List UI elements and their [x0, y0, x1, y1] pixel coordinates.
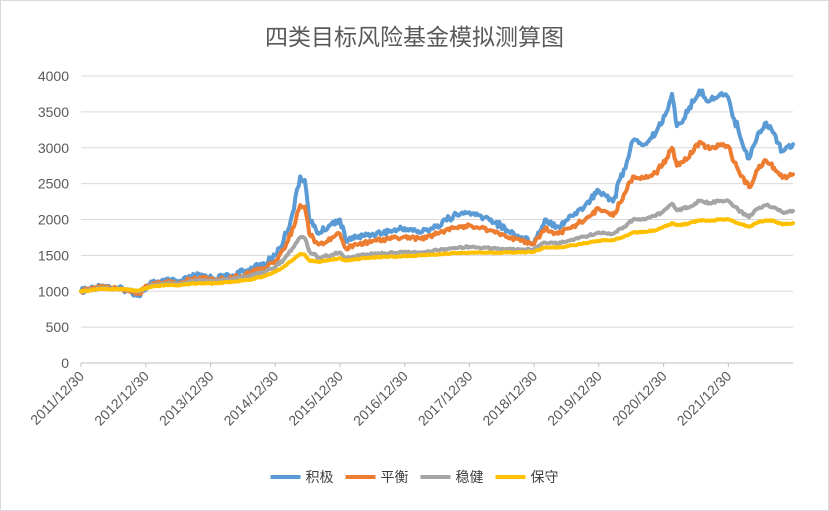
- x-tick-label: 2017/12/30: [415, 368, 476, 429]
- y-tick-label: 500: [46, 319, 70, 335]
- y-tick-label: 3000: [38, 140, 69, 156]
- x-tick-label: 2016/12/30: [350, 368, 411, 429]
- x-tick-label: 2015/12/30: [285, 368, 346, 429]
- x-tick-label: 2012/12/30: [91, 368, 152, 429]
- x-tick-label: 2020/12/30: [609, 368, 670, 429]
- series-lines: [79, 88, 795, 299]
- y-tick-label: 4000: [38, 68, 69, 84]
- series-line-1: [79, 140, 795, 297]
- y-tick-label: 1500: [38, 247, 69, 263]
- legend-item: 平衡: [345, 470, 409, 486]
- legend-label: 保守: [531, 470, 559, 486]
- x-axis: 2011/12/30 2012/12/30 2013/12/30 2014/12/30…: [27, 363, 735, 429]
- legend-item: 积极: [270, 470, 334, 486]
- legend-label: 稳健: [456, 470, 484, 486]
- y-tick-label: 0: [61, 355, 69, 371]
- legend-label: 积极: [306, 470, 334, 486]
- x-tick-label: 2018/12/30: [479, 368, 540, 429]
- gridlines: [81, 75, 793, 364]
- legend: 积极 平衡 稳健 保守: [270, 470, 559, 486]
- series-line-2: [79, 198, 795, 294]
- y-tick-label: 2000: [38, 212, 69, 228]
- legend-item: 保守: [495, 470, 559, 486]
- x-tick-label: 2013/12/30: [156, 368, 217, 429]
- series-line-3: [79, 217, 795, 294]
- y-tick-label: 2500: [38, 176, 69, 192]
- y-tick-label: 1000: [38, 283, 69, 299]
- chart-title: 四类目标风险基金模拟测算图: [265, 25, 564, 51]
- x-tick-label: 2011/12/30: [27, 368, 87, 428]
- x-tick-label: 2021/12/30: [674, 368, 735, 429]
- legend-label: 平衡: [381, 470, 409, 486]
- x-tick-label: 2014/12/30: [220, 368, 281, 429]
- y-tick-label: 3500: [38, 104, 69, 120]
- legend-item: 稳健: [420, 470, 484, 486]
- series-line-0: [79, 88, 795, 299]
- y-axis: 0 500 1000 1500 2000 2500 3000 3500 4000: [38, 68, 69, 371]
- x-tick-label: 2019/12/30: [544, 368, 605, 429]
